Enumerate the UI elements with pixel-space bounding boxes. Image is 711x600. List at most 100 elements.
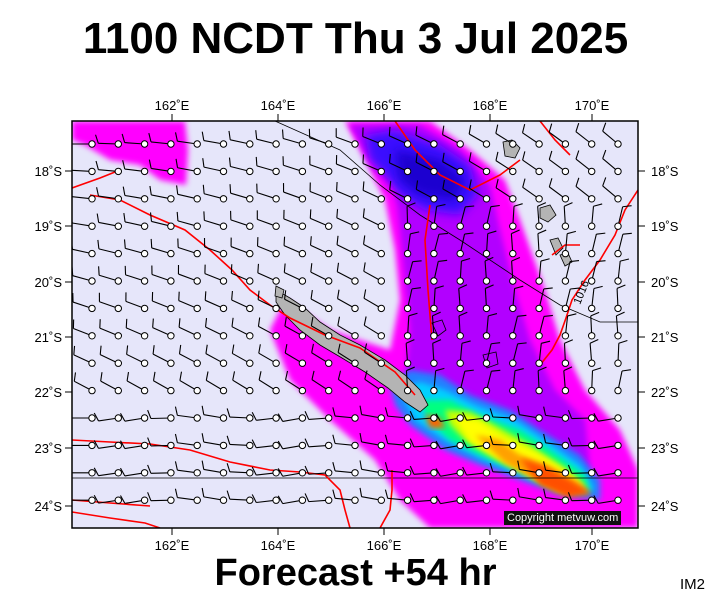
wind-barb-feather <box>438 259 448 263</box>
wind-barb-feather <box>409 465 415 475</box>
wind-station-circle <box>193 167 201 176</box>
wind-station-circle <box>140 441 149 450</box>
wind-station-circle <box>351 441 359 450</box>
wind-station-circle <box>456 386 464 395</box>
wind-barb-feather <box>461 257 471 262</box>
wind-station-circle <box>614 140 622 148</box>
wind-station-circle <box>588 441 596 450</box>
wind-barb <box>435 468 464 477</box>
wind-barb-feather <box>96 187 100 197</box>
wind-barb <box>148 159 175 176</box>
wind-barb <box>535 229 547 258</box>
land-vanuatu-island <box>549 237 564 256</box>
wind-station-circle <box>561 469 570 477</box>
wind-barb-feather <box>284 344 288 354</box>
wind-barb <box>73 372 96 395</box>
wind-barb <box>72 319 96 340</box>
wind-barb <box>364 370 385 395</box>
wind-barb-feather <box>152 371 156 381</box>
wind-station-circle <box>246 140 254 148</box>
wind-station-circle <box>377 414 385 422</box>
wind-barb-feather <box>593 467 599 477</box>
wind-station-circle <box>351 249 359 258</box>
wind-barb <box>251 494 280 504</box>
wind-station-circle <box>298 496 307 504</box>
copyright-notice: Copyright metvuw.com <box>504 511 622 525</box>
wind-barb-feather <box>435 495 441 504</box>
wind-station-circle <box>588 304 596 313</box>
wind-barb <box>462 439 491 450</box>
wind-station-circle <box>430 441 438 450</box>
wind-barb-feather <box>95 160 99 170</box>
wind-barb-feather <box>362 154 365 164</box>
wind-barb <box>614 369 632 395</box>
wind-barb <box>95 160 123 176</box>
wind-barb-feather <box>411 287 421 290</box>
wind-barb <box>614 232 632 258</box>
wind-barb <box>384 407 412 422</box>
wind-barb <box>588 311 600 340</box>
wind-barb-feather <box>93 494 99 504</box>
wind-barb <box>456 369 474 395</box>
wind-station-circle <box>377 249 385 258</box>
wind-barb <box>177 265 201 285</box>
wind-station-circle <box>456 277 464 285</box>
wind-station-circle <box>88 249 96 258</box>
wind-barb-feather <box>409 438 415 448</box>
wind-station-circle <box>430 277 438 285</box>
wind-barb <box>257 237 280 258</box>
wind-barb-feather <box>522 151 526 161</box>
wind-barb-feather <box>149 185 152 195</box>
wind-barb <box>72 469 96 477</box>
wind-station-circle <box>482 140 491 148</box>
wind-barb <box>593 467 622 477</box>
wind-barb <box>389 180 412 203</box>
wind-barb-feather <box>495 124 499 134</box>
wind-station-circle <box>456 496 464 504</box>
wind-barb-feather <box>119 495 126 504</box>
wind-station-circle <box>167 277 175 285</box>
wind-station-circle <box>88 386 96 395</box>
wind-station-circle <box>140 414 149 422</box>
wind-barb <box>561 313 577 340</box>
wind-barb <box>202 158 228 176</box>
wind-barb <box>174 461 201 477</box>
wind-barb <box>403 339 415 367</box>
wind-barb <box>363 289 385 313</box>
wind-barb <box>176 211 201 230</box>
wind-barb <box>100 372 123 395</box>
wind-barb-feather <box>251 411 257 421</box>
wind-barb <box>201 433 228 450</box>
wind-barb <box>548 123 570 148</box>
wind-station-circle <box>298 249 307 258</box>
wind-barb <box>468 179 491 203</box>
wind-barb-feather <box>438 232 448 235</box>
wind-barb <box>226 435 254 450</box>
wind-barb-layer <box>72 122 632 505</box>
wind-barb-feather <box>229 184 232 194</box>
wind-station-circle <box>219 304 228 313</box>
wind-barb-feather <box>490 204 500 208</box>
wind-barb-feather <box>487 230 497 235</box>
wind-station-circle <box>88 469 96 477</box>
wind-barb-feather <box>336 262 340 272</box>
wind-station-circle <box>377 469 385 477</box>
lon-label-top: 170˚E <box>574 98 610 113</box>
wind-barb <box>489 463 517 477</box>
lat-label-left: 20˚S <box>34 275 62 290</box>
wind-barb-feather <box>384 407 389 417</box>
wind-barb <box>178 291 201 313</box>
wind-barb <box>588 367 602 395</box>
wind-station-circle <box>298 332 307 340</box>
wind-station-circle <box>588 386 596 395</box>
wind-station-circle <box>325 140 333 148</box>
wind-barb <box>304 465 333 477</box>
wind-barb <box>517 433 543 450</box>
wind-barb-feather <box>541 340 551 344</box>
wind-station-circle <box>535 304 543 313</box>
wind-station-circle <box>561 441 570 450</box>
wind-station-circle <box>219 332 228 340</box>
wind-station-circle <box>88 359 96 367</box>
wind-barb-feather <box>337 316 341 326</box>
wind-barb <box>93 494 123 504</box>
